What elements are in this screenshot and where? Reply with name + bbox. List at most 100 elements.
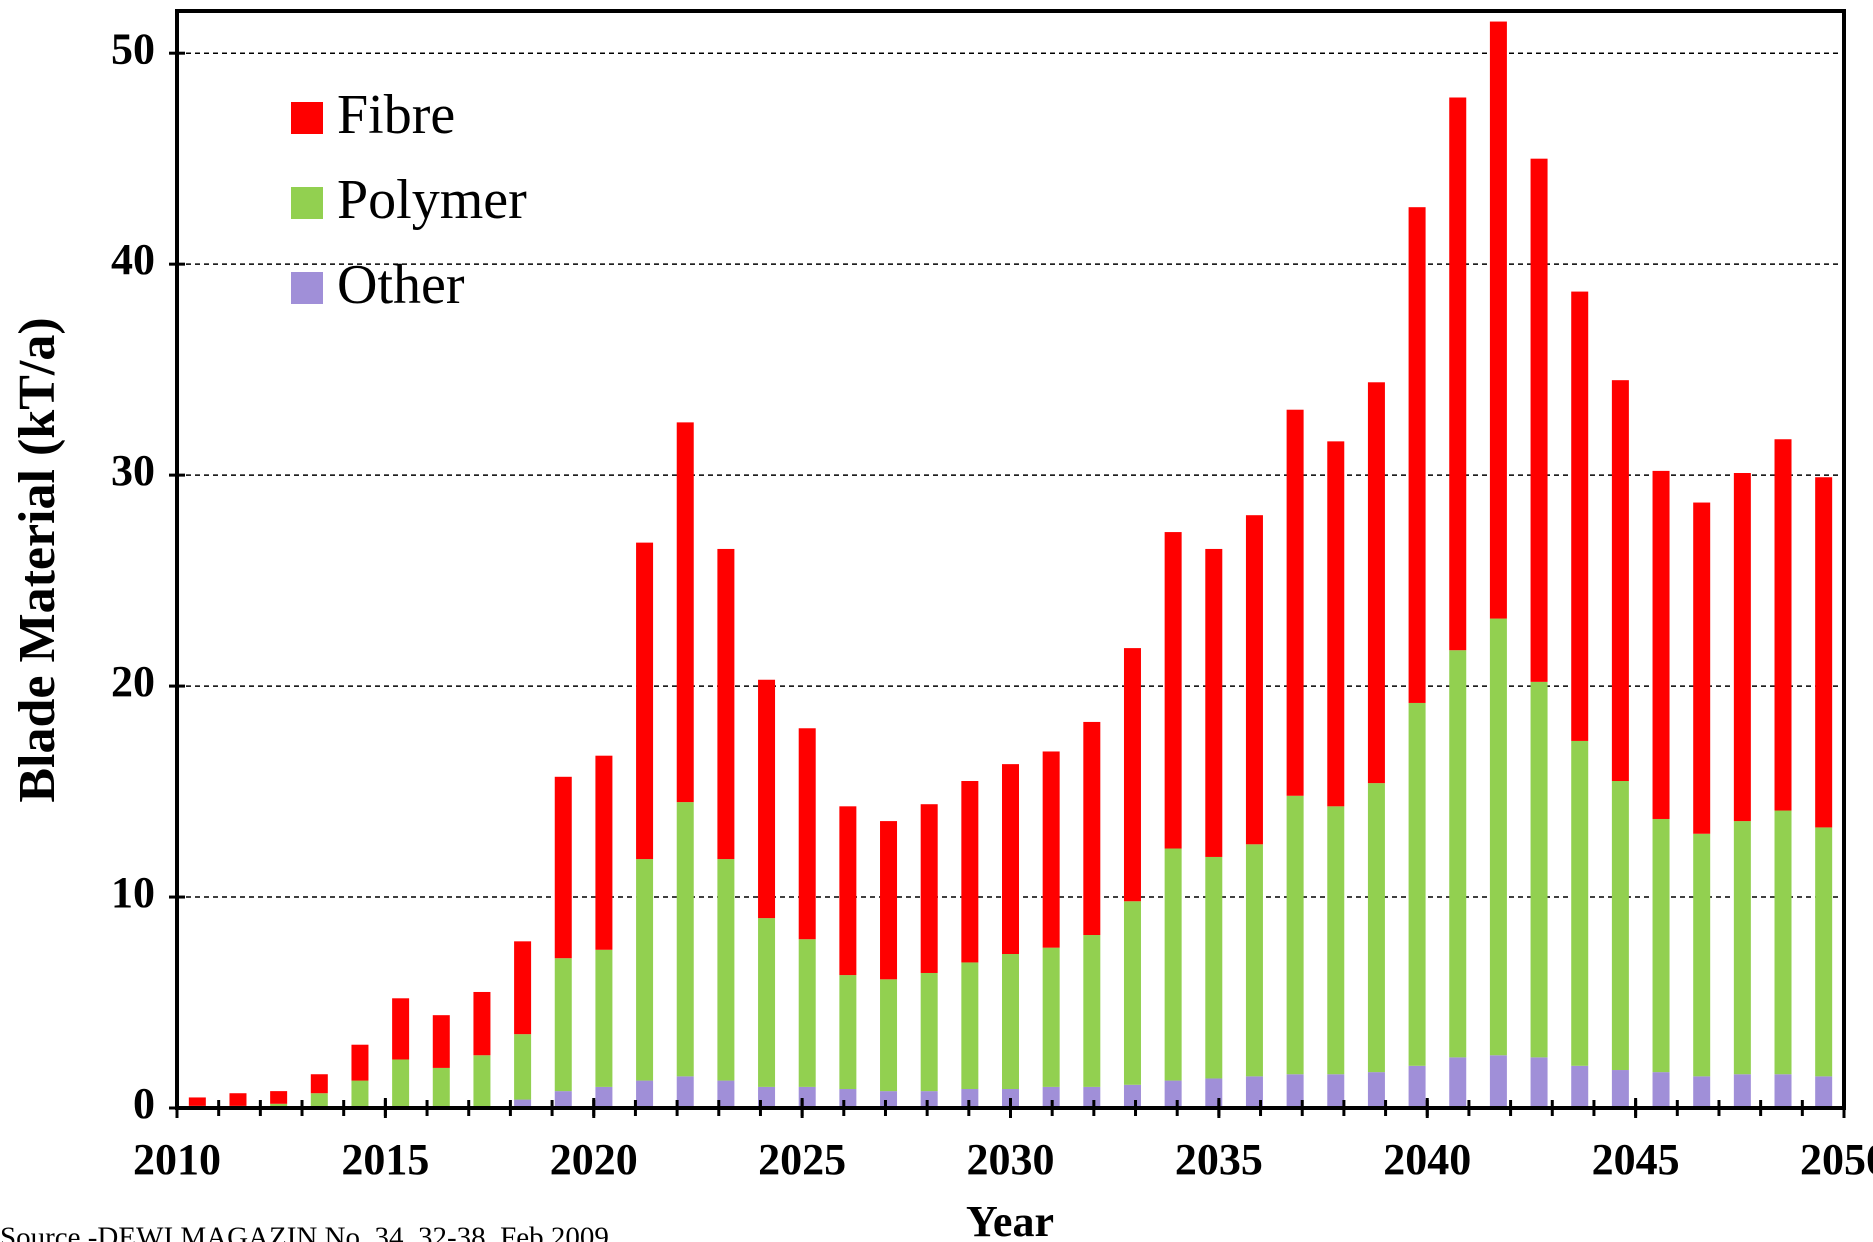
bar-segment	[920, 972, 938, 1092]
bar-segment	[920, 1091, 938, 1108]
bar-segment	[554, 1091, 572, 1108]
plot-frame	[175, 9, 1846, 1110]
bar-segment	[595, 755, 613, 950]
source-note: Source -DEWI MAGAZIN No. 34, 32-38, Feb …	[0, 1222, 609, 1242]
bar-segment	[1611, 1070, 1629, 1108]
bar-segment	[1408, 702, 1426, 1066]
bar-segment	[758, 1086, 776, 1108]
y-tick-label: 50	[111, 24, 155, 73]
bar-segment	[880, 821, 898, 980]
bar-segment	[1693, 833, 1711, 1077]
bar-segment	[1245, 844, 1263, 1077]
bar-segment	[310, 1093, 328, 1108]
x-tick-label: 2050	[1800, 1135, 1873, 1184]
y-tick-label: 10	[111, 868, 155, 917]
bar-segment	[229, 1093, 247, 1106]
bar-segment	[1408, 207, 1426, 703]
bar-segment	[1489, 1055, 1507, 1108]
bar-segment	[1042, 947, 1060, 1087]
bar-segment	[1002, 953, 1019, 1090]
bar-segment	[188, 1097, 206, 1106]
bar-segment	[432, 1015, 450, 1068]
bar-segment	[636, 859, 654, 1081]
bar-segment	[676, 802, 694, 1077]
bar-segment	[1733, 473, 1751, 822]
bar-segment	[636, 542, 654, 860]
x-tick-label: 2045	[1592, 1135, 1680, 1184]
bar-segment	[1367, 382, 1385, 784]
bar-segment	[1815, 477, 1833, 828]
bar-segment	[1774, 1074, 1792, 1108]
bar-segment	[1123, 901, 1141, 1085]
x-axis-label: Year	[966, 1197, 1054, 1242]
bar-segment	[1164, 848, 1182, 1081]
bar-segment	[1205, 856, 1223, 1079]
bar-segment	[1530, 1057, 1548, 1108]
bar-segment	[1083, 721, 1101, 936]
bar-segment	[554, 776, 572, 959]
bar-segment	[1245, 515, 1263, 845]
bar-segment	[1083, 935, 1101, 1087]
bar-segment	[1815, 827, 1833, 1077]
bar-segment	[1408, 1065, 1426, 1108]
y-tick-label: 30	[111, 446, 155, 495]
bar-segment	[1489, 618, 1507, 1056]
bar-segment	[270, 1103, 288, 1108]
legend-swatch	[291, 102, 323, 134]
bar-segment	[961, 962, 979, 1090]
bar-segment	[595, 949, 613, 1087]
bar-segment	[1733, 1074, 1751, 1108]
bar-segment	[676, 422, 694, 803]
x-tick-label: 2030	[967, 1135, 1055, 1184]
bar-segment	[758, 918, 776, 1087]
bar-segment	[717, 548, 735, 860]
bar-segment	[1245, 1076, 1263, 1108]
y-tick-label: 40	[111, 235, 155, 284]
bar-segment	[839, 1089, 857, 1108]
bar-segment	[1571, 291, 1589, 741]
bar-segment	[1774, 810, 1792, 1075]
bar-segment	[1611, 380, 1629, 782]
bar-segment	[880, 979, 898, 1092]
bar-segment	[676, 1076, 694, 1108]
bar-segment	[1205, 548, 1223, 857]
bar-segment	[270, 1091, 288, 1104]
x-tick-label: 2020	[550, 1135, 638, 1184]
bar-segment	[1774, 439, 1792, 811]
bar-segment	[310, 1074, 328, 1094]
bar-segment	[1571, 1065, 1589, 1108]
bar-segment	[1042, 1086, 1060, 1108]
legend-swatch	[291, 272, 323, 304]
x-tick-label: 2015	[341, 1135, 429, 1184]
bar-segment	[1083, 1086, 1101, 1108]
legend-swatch	[291, 187, 323, 219]
bar-segment	[1042, 751, 1060, 948]
bar-segment	[1449, 97, 1467, 651]
bar-segment	[961, 781, 979, 963]
bar-segment	[514, 941, 532, 1035]
x-tick-label: 2035	[1175, 1135, 1263, 1184]
y-tick-label: 20	[111, 657, 155, 706]
bar-segment	[1367, 783, 1385, 1073]
bar-segment	[758, 679, 776, 919]
bar-segment	[1652, 1072, 1670, 1108]
bar-segment	[1449, 650, 1467, 1058]
bar-segment	[1327, 441, 1345, 807]
bar-segment	[473, 1055, 491, 1108]
bar-segment	[1571, 740, 1589, 1066]
bar-segment	[798, 939, 816, 1087]
bar-segment	[1449, 1057, 1467, 1108]
bar-segment	[1530, 681, 1548, 1058]
bar-segment	[1693, 1076, 1711, 1108]
bar-segment	[1164, 532, 1182, 849]
bar-segment	[392, 998, 410, 1060]
legend-label: Fibre	[337, 84, 455, 146]
bar-segment	[554, 958, 572, 1092]
bar-segment	[961, 1089, 979, 1108]
bar-segment	[351, 1080, 369, 1108]
bar-segment	[1286, 1074, 1304, 1108]
y-tick-label: 0	[133, 1079, 155, 1128]
x-tick-label: 2025	[758, 1135, 846, 1184]
y-axis-label: Blade Material (kT/a)	[9, 317, 66, 802]
bar-segment	[1327, 806, 1345, 1075]
